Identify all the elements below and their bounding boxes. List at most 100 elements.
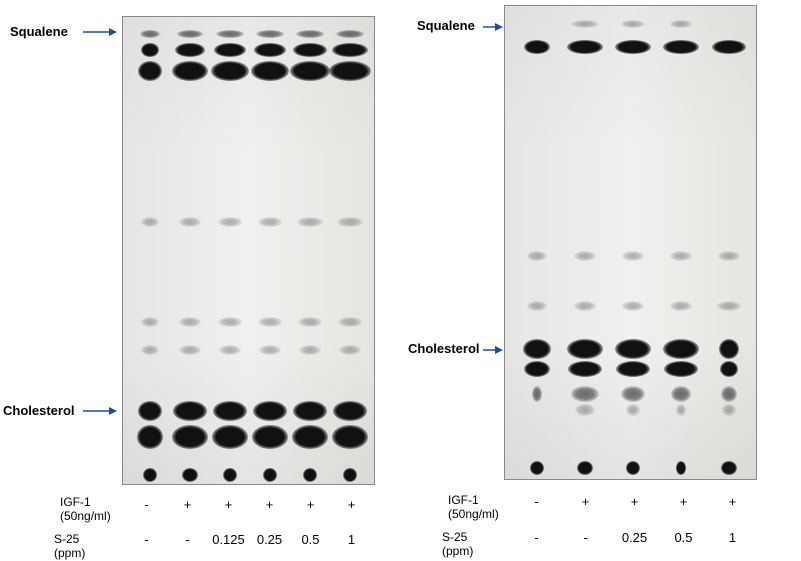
band-mid-faint-3 [219, 345, 241, 355]
band-squalene-main [214, 43, 246, 57]
band-squalene-top [296, 30, 324, 38]
band-squalene-main [567, 40, 603, 54]
band-mid-faint-1 [574, 251, 596, 261]
band-mid-faint-1 [258, 217, 282, 227]
axis-row-s25-right: --0.250.51 [512, 530, 757, 545]
band-cholesterol-mid [664, 361, 698, 377]
axis-cell: + [708, 494, 757, 509]
band-origin-dot [223, 468, 237, 482]
axis-cell: - [561, 530, 610, 545]
band-squalene-smear-top [571, 20, 599, 28]
band-squalene-top [140, 30, 160, 38]
band-squalene-below [138, 61, 162, 81]
axis-cell: - [126, 532, 167, 547]
band-squalene-main [254, 43, 286, 57]
band-cholesterol-upper [213, 401, 247, 421]
band-cholesterol-upper [253, 401, 287, 421]
band-squalene-top [216, 30, 244, 38]
band-mid-faint-2 [574, 301, 596, 311]
band-squalene-below [251, 61, 289, 81]
axis-head-s25-left: S-25 (ppm) [54, 533, 85, 561]
band-cholesterol-lower [721, 386, 737, 402]
band-origin-dot [343, 468, 357, 482]
band-mid-faint-1 [670, 251, 692, 261]
axis-row-igf-left: -+++++ [126, 497, 372, 512]
band-mid-faint-1 [141, 217, 159, 227]
band-mid-faint-3 [299, 345, 321, 355]
band-squalene-below [329, 61, 371, 81]
axis-head-line1: IGF-1 [448, 493, 479, 507]
band-origin-dot [530, 461, 544, 475]
band-cholesterol-lower2 [722, 404, 736, 416]
band-squalene-main [293, 43, 327, 57]
axis-cell: + [659, 494, 708, 509]
band-cholesterol-upper [719, 339, 739, 359]
band-cholesterol-upper [333, 401, 367, 421]
band-cholesterol-mid [616, 361, 650, 377]
band-mid-faint-2 [670, 301, 692, 311]
band-cholesterol-mid [720, 361, 738, 377]
band-cholesterol-lower [292, 425, 328, 449]
band-cholesterol-upper [523, 339, 551, 359]
band-squalene-below [172, 61, 208, 81]
band-squalene-main [141, 43, 159, 57]
band-squalene-smear-top [670, 20, 692, 28]
axis-row-s25-left: --0.1250.250.51 [126, 532, 372, 547]
axis-cell: - [512, 530, 561, 545]
axis-cell: 1 [708, 530, 757, 545]
band-cholesterol-lower [137, 425, 163, 449]
arrow-icon [83, 27, 117, 37]
band-mid-faint-1 [622, 251, 644, 261]
band-mid-faint-3 [259, 345, 281, 355]
axis-cell: + [249, 497, 290, 512]
band-cholesterol-lower [172, 425, 208, 449]
axis-head-line2: (50ng/ml) [448, 507, 499, 521]
axis-cell: 0.125 [208, 532, 249, 547]
tlc-plate-left [122, 16, 375, 485]
band-origin-dot [676, 461, 686, 475]
axis-head-igf-left: IGF-1 (50ng/ml) [60, 496, 111, 524]
band-mid-faint-1 [179, 217, 201, 227]
arrow-icon [483, 345, 503, 355]
band-cholesterol-lower2 [626, 404, 640, 416]
band-mid-faint-2 [527, 301, 547, 311]
axis-head-text: S-25 (ppm) [54, 532, 85, 560]
band-cholesterol-lower [671, 386, 691, 402]
band-cholesterol-upper [567, 339, 603, 359]
axis-head-s25-right: S-25 (ppm) [442, 531, 473, 559]
band-squalene-main [524, 40, 550, 54]
axis-cell: + [167, 497, 208, 512]
band-cholesterol-upper [173, 401, 207, 421]
tlc-plate-right [504, 5, 757, 480]
axis-cell: 0.25 [249, 532, 290, 547]
band-squalene-top [256, 30, 284, 38]
band-cholesterol-lower2 [676, 404, 686, 416]
band-mid-faint-2 [338, 317, 362, 327]
arrow-icon [83, 406, 117, 416]
band-cholesterol-upper [615, 339, 651, 359]
band-cholesterol-lower [571, 386, 599, 402]
band-origin-dot [182, 468, 198, 482]
band-cholesterol-lower [332, 425, 368, 449]
band-mid-faint-2 [141, 317, 159, 327]
band-squalene-top [177, 30, 203, 38]
band-cholesterol-lower [621, 386, 645, 402]
band-cholesterol-lower [532, 386, 542, 402]
band-mid-faint-2 [179, 317, 201, 327]
band-cholesterol-lower [212, 425, 248, 449]
band-cholesterol-mid [524, 361, 550, 377]
band-cholesterol-upper [138, 401, 162, 421]
band-mid-faint-2 [622, 301, 644, 311]
band-origin-dot [626, 461, 640, 475]
band-origin-dot [721, 461, 737, 475]
arrow-icon [483, 22, 503, 32]
band-squalene-top [336, 30, 364, 38]
band-squalene-main [615, 40, 651, 54]
band-cholesterol-upper [293, 401, 327, 421]
band-squalene-main [175, 43, 205, 57]
axis-cell: 1 [331, 532, 372, 547]
axis-cell: + [561, 494, 610, 509]
band-mid-faint-2 [258, 317, 282, 327]
squalene-label-left: Squalene [10, 24, 68, 39]
band-cholesterol-mid [568, 361, 602, 377]
